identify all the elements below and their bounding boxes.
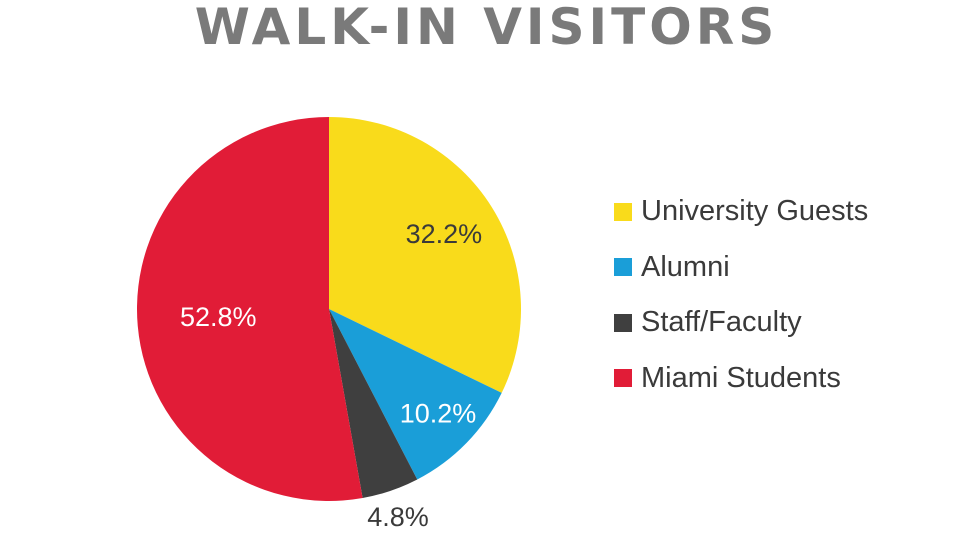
chart-title: WALK-IN VISITORS <box>194 0 779 56</box>
legend-item-miami-students: Miami Students <box>614 360 954 397</box>
legend-label-staff-faculty: Staff/Faculty <box>641 306 802 338</box>
data-label-alumni: 10.2% <box>400 399 477 429</box>
pie-slice-staff-faculty <box>329 309 418 499</box>
data-label-university-guests: 32.2% <box>406 219 483 249</box>
data-label-miami-students: 52.8% <box>180 302 257 332</box>
legend-label-miami-students: Miami Students <box>641 361 841 394</box>
legend-swatch-miami-students <box>614 369 632 387</box>
pie-slice-alumni <box>329 309 502 480</box>
data-label-staff-faculty: 4.8% <box>367 502 429 532</box>
legend-swatch-alumni <box>614 258 632 276</box>
pie-slice-university-guests <box>329 117 521 393</box>
pie-slice-miami-students <box>136 117 363 501</box>
legend-item-university-guests: University Guests <box>614 193 954 230</box>
legend-label-alumni: Alumni <box>641 250 730 283</box>
legend: University Guests Alumni Staff/Faculty M… <box>614 193 954 415</box>
legend-item-alumni: Alumni <box>614 249 954 286</box>
legend-label-university-guests: University Guests <box>641 195 869 227</box>
legend-item-staff-faculty: Staff/Faculty <box>614 304 954 341</box>
legend-swatch-university-guests <box>614 202 632 221</box>
legend-swatch-staff-faculty <box>614 313 632 332</box>
